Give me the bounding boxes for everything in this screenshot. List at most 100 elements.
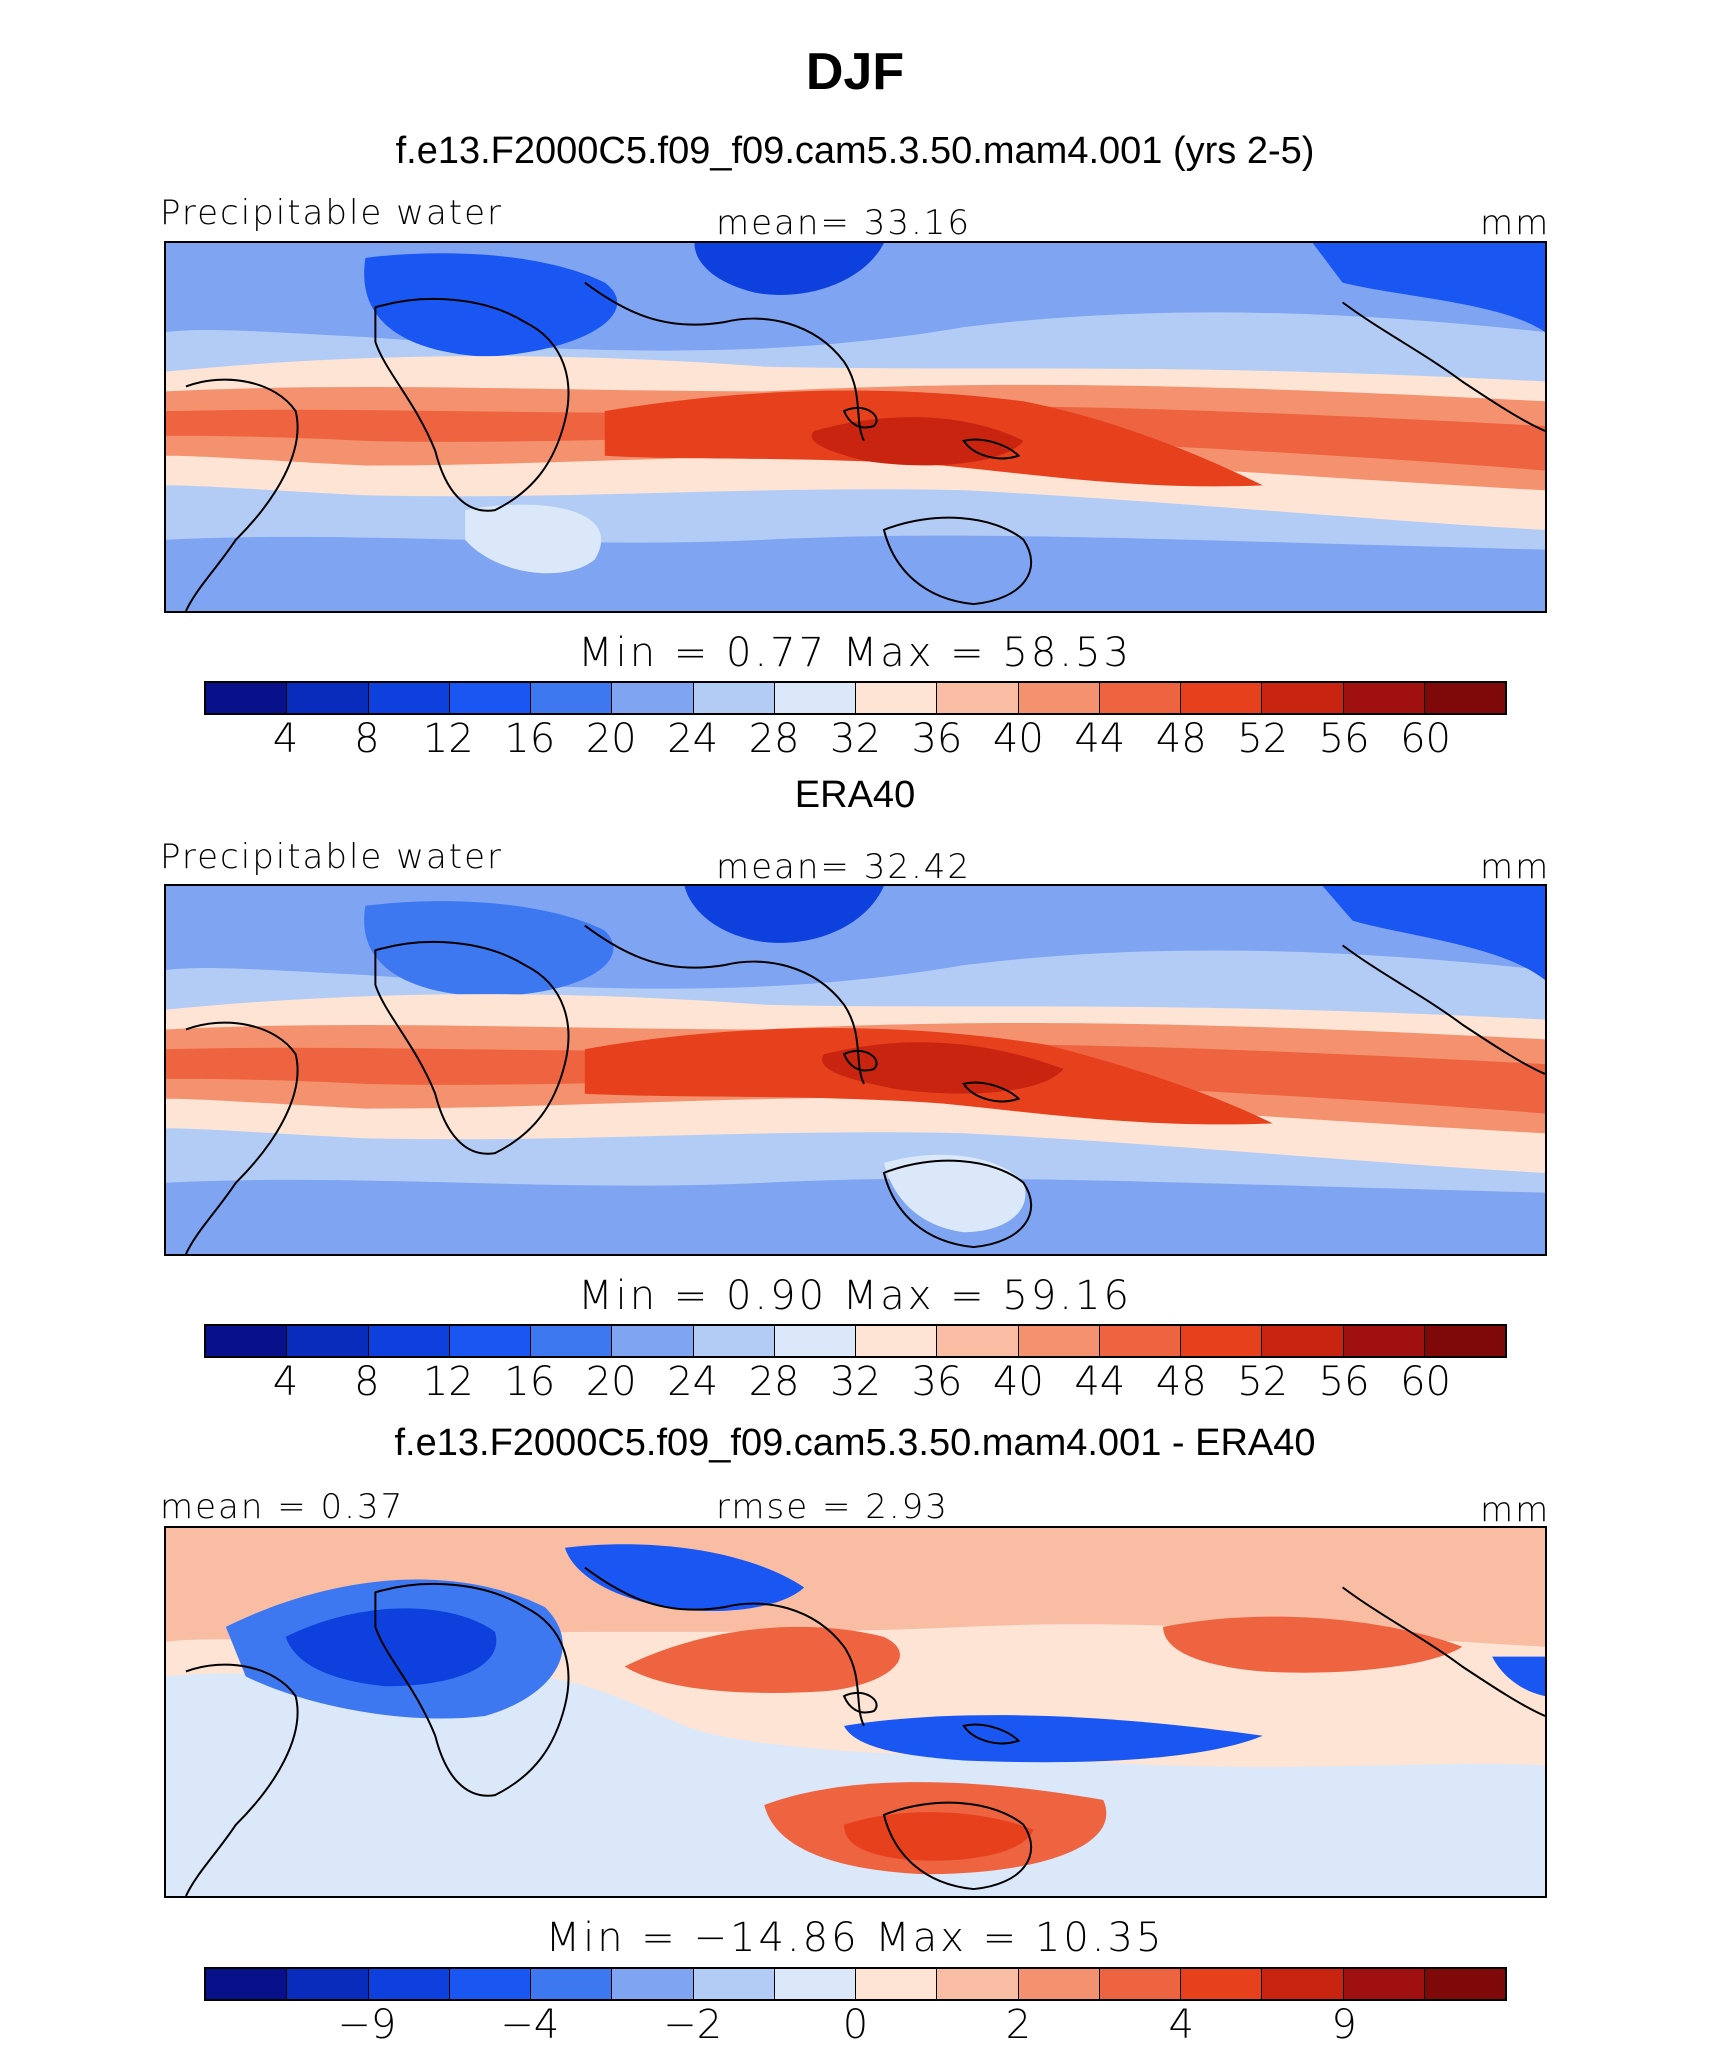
colorbar-swatch bbox=[449, 1969, 531, 1999]
colorbar-tick-label: 56 bbox=[1318, 1359, 1370, 1405]
panel-2-mean-label: mean= 32.42 bbox=[716, 847, 972, 887]
colorbar-swatch bbox=[693, 683, 775, 713]
panel-2-field bbox=[166, 886, 1545, 1254]
colorbar-swatch bbox=[206, 683, 288, 713]
colorbar-tick-label: 20 bbox=[585, 1359, 637, 1405]
colorbar-tick-label: 48 bbox=[1155, 716, 1207, 762]
panel-3-units: mm bbox=[1480, 1490, 1551, 1530]
panel-3-title: f.e13.F2000C5.f09_f09.cam5.3.50.mam4.001… bbox=[394, 1422, 1316, 1464]
colorbar-swatch bbox=[368, 683, 450, 713]
colorbar-tick-label: 8 bbox=[354, 1359, 380, 1405]
colorbar-tick-label: 9 bbox=[1331, 2002, 1357, 2048]
colorbar-swatch bbox=[612, 683, 694, 713]
colorbar-swatch bbox=[774, 1969, 856, 1999]
colorbar-swatch bbox=[1343, 1326, 1425, 1356]
colorbar-swatch bbox=[856, 1326, 938, 1356]
colorbar-swatch bbox=[1424, 1969, 1505, 1999]
colorbar-swatch bbox=[1262, 1326, 1344, 1356]
colorbar-swatch bbox=[612, 1326, 694, 1356]
panel-3-rmse-label: rmse = 2.93 bbox=[716, 1487, 949, 1527]
colorbar-swatch bbox=[693, 1969, 775, 1999]
colorbar-tick-label: −4 bbox=[500, 2002, 560, 2048]
colorbar-swatch bbox=[531, 1326, 613, 1356]
colorbar-swatch bbox=[449, 683, 531, 713]
colorbar-swatch bbox=[774, 1326, 856, 1356]
colorbar-tick-label: 48 bbox=[1155, 1359, 1207, 1405]
panel-1-mean-label: mean= 33.16 bbox=[716, 203, 972, 243]
colorbar-swatch bbox=[368, 1969, 450, 1999]
colorbar-tick-label: 28 bbox=[748, 1359, 800, 1405]
colorbar-swatch bbox=[1181, 1969, 1263, 1999]
colorbar-swatch bbox=[1099, 683, 1181, 713]
panel-1-units: mm bbox=[1480, 203, 1551, 243]
colorbar-swatch bbox=[1099, 1969, 1181, 1999]
colorbar-tick-label: 32 bbox=[830, 1359, 881, 1405]
colorbar-swatch bbox=[1181, 683, 1263, 713]
colorbar-swatch bbox=[1099, 1326, 1181, 1356]
panel-1-colorbar bbox=[204, 681, 1507, 715]
panel-2-map bbox=[164, 884, 1547, 1256]
colorbar-swatch bbox=[1262, 683, 1344, 713]
colorbar-tick-label: 24 bbox=[667, 1359, 719, 1405]
panel-1-title: f.e13.F2000C5.f09_f09.cam5.3.50.mam4.001… bbox=[395, 130, 1315, 172]
panel-1-map bbox=[164, 241, 1547, 613]
colorbar-swatch bbox=[1018, 683, 1100, 713]
panel-1-colorbar-ticks: 4 8 12 16 20 24 28 32 36 40 44 48 52 56 60 bbox=[0, 716, 1710, 762]
colorbar-tick-label: 32 bbox=[830, 716, 881, 762]
colorbar-swatch bbox=[531, 683, 613, 713]
panel-2-units: mm bbox=[1480, 847, 1551, 887]
colorbar-tick-label: 16 bbox=[504, 716, 556, 762]
colorbar-tick-label: 12 bbox=[422, 1359, 474, 1405]
colorbar-swatch bbox=[1424, 683, 1505, 713]
colorbar-tick-label: 8 bbox=[354, 716, 380, 762]
colorbar-swatch bbox=[856, 1969, 938, 1999]
colorbar-swatch bbox=[1018, 1326, 1100, 1356]
colorbar-tick-label: 44 bbox=[1074, 1359, 1126, 1405]
panel-2-variable-label: Precipitable water bbox=[160, 837, 504, 877]
colorbar-swatch bbox=[937, 1326, 1019, 1356]
colorbar-tick-label: 0 bbox=[842, 2002, 869, 2048]
panel-3-map bbox=[164, 1526, 1547, 1898]
colorbar-tick-label: 28 bbox=[748, 716, 800, 762]
panel-1-min-max: Min = 0.77 Max = 58.53 bbox=[578, 630, 1132, 676]
colorbar-tick-label: −9 bbox=[337, 2002, 397, 2048]
colorbar-tick-label: 12 bbox=[422, 716, 474, 762]
panel-2-colorbar bbox=[204, 1324, 1507, 1358]
panel-3-mean-label: mean = 0.37 bbox=[160, 1487, 405, 1527]
colorbar-swatch bbox=[1424, 1326, 1505, 1356]
colorbar-tick-label: 4 bbox=[272, 716, 299, 762]
colorbar-swatch bbox=[774, 683, 856, 713]
colorbar-tick-label: 4 bbox=[1168, 2002, 1194, 2048]
colorbar-tick-label: −2 bbox=[663, 2002, 723, 2048]
colorbar-tick-label: 40 bbox=[992, 716, 1044, 762]
colorbar-tick-label: 16 bbox=[504, 1359, 556, 1405]
colorbar-swatch bbox=[287, 1969, 369, 1999]
colorbar-swatch bbox=[693, 1326, 775, 1356]
colorbar-swatch bbox=[206, 1326, 288, 1356]
panel-2-colorbar-ticks: 4 8 12 16 20 24 28 32 36 40 44 48 52 56 60 bbox=[0, 1359, 1710, 1405]
colorbar-swatch bbox=[206, 1969, 288, 1999]
colorbar-swatch bbox=[612, 1969, 694, 1999]
colorbar-swatch bbox=[856, 683, 938, 713]
colorbar-swatch bbox=[1343, 683, 1425, 713]
colorbar-tick-label: 60 bbox=[1400, 716, 1452, 762]
colorbar-swatch bbox=[937, 1969, 1019, 1999]
panel-3-colorbar-ticks: −9 −4 −2 0 2 4 9 bbox=[0, 2002, 1710, 2048]
colorbar-tick-label: 60 bbox=[1400, 1359, 1452, 1405]
colorbar-tick-label: 20 bbox=[585, 716, 637, 762]
colorbar-swatch bbox=[287, 683, 369, 713]
colorbar-swatch bbox=[287, 1326, 369, 1356]
colorbar-swatch bbox=[1018, 1969, 1100, 1999]
colorbar-tick-label: 36 bbox=[911, 1359, 963, 1405]
colorbar-tick-label: 44 bbox=[1074, 716, 1126, 762]
colorbar-tick-label: 4 bbox=[272, 1359, 299, 1405]
colorbar-tick-label: 2 bbox=[1005, 2002, 1032, 2048]
panel-1-field bbox=[166, 243, 1545, 611]
panel-2-min-max: Min = 0.90 Max = 59.16 bbox=[578, 1273, 1132, 1319]
colorbar-swatch bbox=[531, 1969, 613, 1999]
colorbar-tick-label: 56 bbox=[1318, 716, 1370, 762]
panel-1-variable-label: Precipitable water bbox=[160, 193, 504, 233]
panel-3-field bbox=[166, 1528, 1545, 1896]
colorbar-tick-label: 52 bbox=[1237, 716, 1289, 762]
colorbar-tick-label: 24 bbox=[667, 716, 719, 762]
